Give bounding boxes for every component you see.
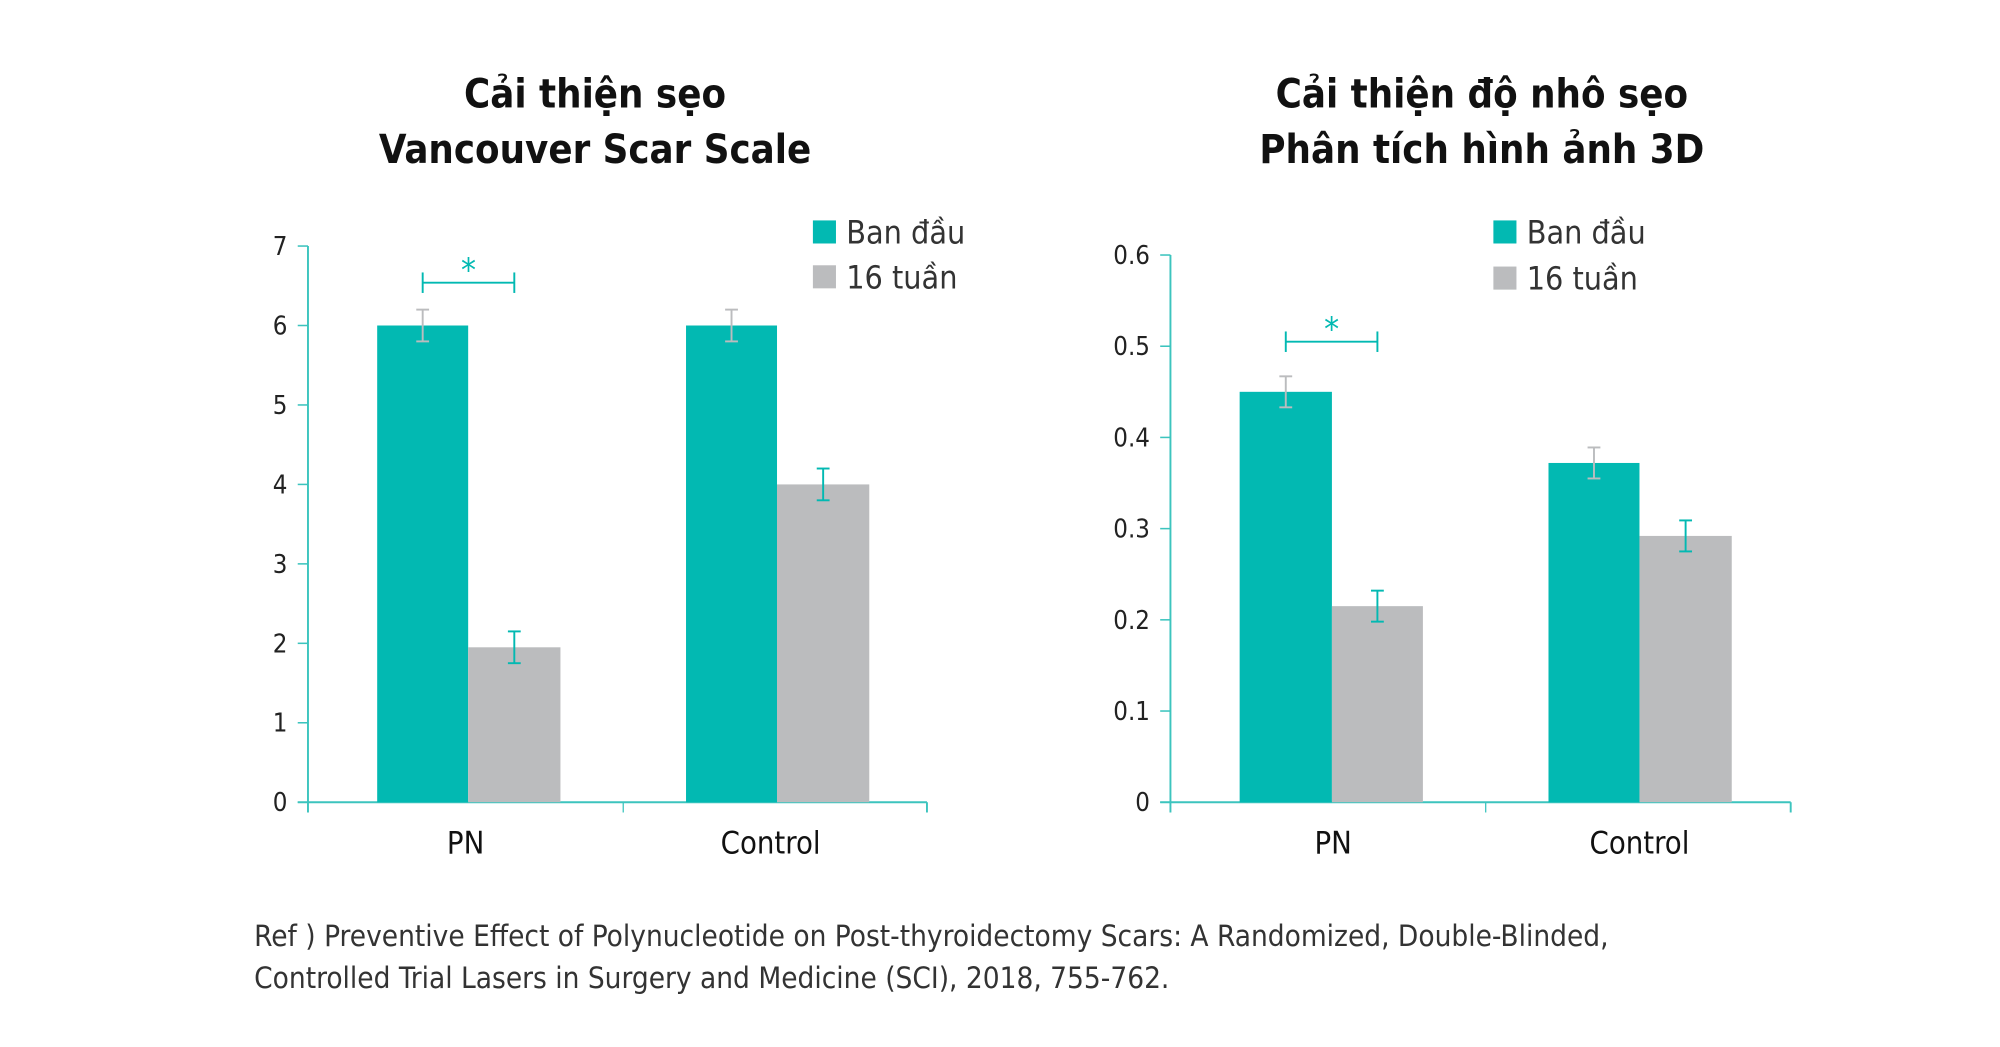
chart-title-line1: Cải thiện sẹo: [464, 72, 726, 118]
legend-label: 16 tuần: [846, 258, 957, 296]
significance-star: *: [1324, 309, 1339, 348]
legend-label: Ban đầu: [1527, 213, 1646, 251]
bar-Ban-đầu-PN: [1239, 391, 1332, 803]
y-tick-label: 0: [1135, 788, 1150, 818]
category-label: Control: [1590, 825, 1690, 861]
reference-line2: Controlled Trial Lasers in Surgery and M…: [254, 961, 1169, 995]
chart-title-line2: Phân tích hình ảnh 3D: [1259, 127, 1704, 173]
y-tick-label: 3: [273, 550, 288, 580]
y-tick-label: 2: [273, 629, 288, 659]
y-tick-label: 6: [273, 311, 288, 341]
chart-3d-image-analysis: Cải thiện độ nhô sẹo Phân tích hình ảnh …: [1113, 72, 1792, 861]
reference-line1: Ref ) Preventive Effect of Polynucleotid…: [254, 919, 1608, 953]
bar-Ban-đầu-Control: [1548, 462, 1640, 803]
legend-swatch: [1493, 266, 1517, 290]
legend-label: 16 tuần: [1527, 260, 1638, 298]
y-tick-label: 0.4: [1113, 423, 1150, 453]
chart-title-line2: Vancouver Scar Scale: [379, 127, 811, 173]
y-tick-label: 7: [273, 232, 288, 262]
bar-Ban-đầu-Control: [686, 325, 778, 803]
y-tick-label: 0.5: [1113, 332, 1150, 362]
y-tick-label: 0.2: [1113, 606, 1150, 636]
category-label: PN: [1315, 825, 1352, 861]
y-tick-label: 5: [273, 391, 288, 421]
bar-16-tuần-Control: [1639, 535, 1732, 803]
category-label: Control: [721, 825, 821, 861]
chart-title-line1: Cải thiện độ nhô sẹo: [1276, 72, 1688, 118]
bar-16-tuần-PN: [1331, 606, 1423, 803]
legend-swatch: [812, 265, 836, 289]
legend-swatch: [812, 220, 836, 244]
category-label: PN: [447, 825, 484, 861]
y-tick-label: 0.3: [1113, 515, 1150, 545]
bar-16-tuần-Control: [777, 484, 870, 803]
y-tick-label: 4: [273, 470, 288, 500]
y-tick-label: 1: [273, 709, 288, 739]
y-tick-label: 0: [273, 788, 288, 818]
bar-Ban-đầu-PN: [377, 325, 469, 803]
y-tick-label: 0.1: [1113, 697, 1150, 727]
legend-swatch: [1493, 220, 1517, 244]
y-tick-label: 0.6: [1113, 241, 1150, 271]
significance-star: *: [461, 250, 476, 289]
bar-16-tuần-PN: [468, 647, 561, 803]
chart-vancouver-scar-scale: Cải thiện sẹo Vancouver Scar Scale 0 1 2 3 4…: [273, 72, 965, 862]
legend-label: Ban đầu: [846, 213, 965, 251]
